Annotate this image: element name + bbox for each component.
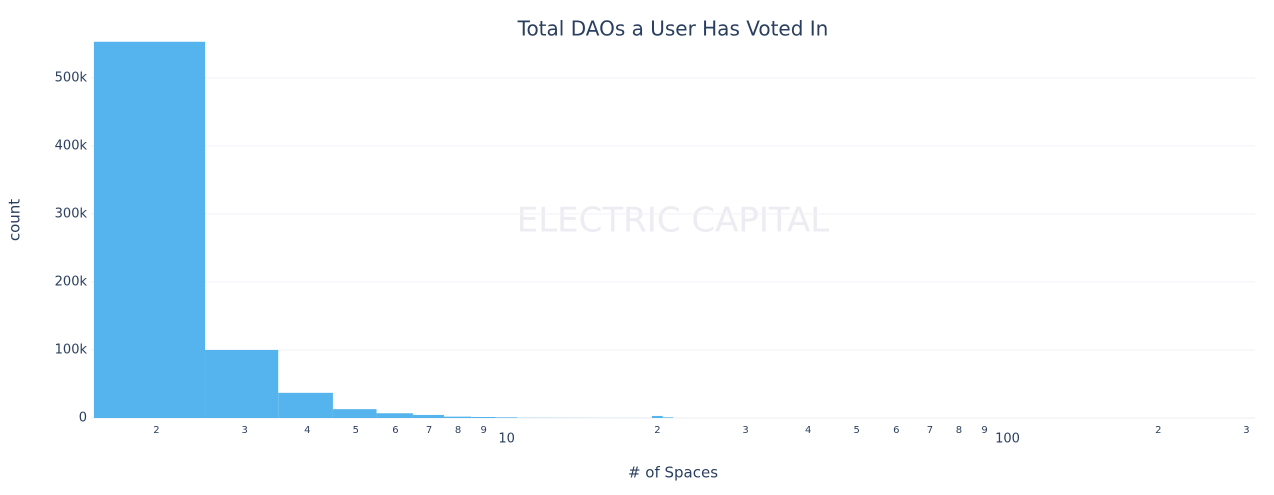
y-tick-label: 400k bbox=[55, 138, 88, 153]
bar bbox=[93, 41, 206, 419]
bar bbox=[651, 415, 663, 418]
bar bbox=[412, 414, 445, 418]
bar bbox=[205, 349, 279, 418]
watermark: ELECTRIC CAPITAL bbox=[517, 201, 830, 241]
bar bbox=[376, 413, 413, 418]
x-tick-label: 5 bbox=[854, 425, 860, 436]
bar bbox=[471, 416, 496, 418]
x-tick-label: 3 bbox=[742, 425, 748, 436]
bar bbox=[444, 416, 472, 418]
y-tick-label: 300k bbox=[55, 206, 88, 221]
bar bbox=[662, 417, 674, 418]
x-tick-label: 2 bbox=[153, 425, 159, 436]
x-tick-label: 100 bbox=[995, 432, 1020, 447]
x-tick-label: 3 bbox=[242, 425, 248, 436]
y-tick-label: 500k bbox=[55, 70, 88, 85]
x-tick-label: 8 bbox=[956, 425, 962, 436]
x-tick-label: 4 bbox=[304, 425, 310, 436]
x-tick-label: 4 bbox=[805, 425, 811, 436]
bar bbox=[495, 417, 518, 418]
x-tick-label: 9 bbox=[981, 425, 987, 436]
chart-title: Total DAOs a User Has Voted In bbox=[517, 17, 829, 41]
y-tick-label: 200k bbox=[55, 274, 88, 289]
x-tick-label: 7 bbox=[927, 425, 933, 436]
bar bbox=[278, 392, 333, 418]
y-tick-label: 100k bbox=[55, 342, 88, 357]
x-tick-label: 5 bbox=[353, 425, 359, 436]
x-tick-label: 10 bbox=[498, 432, 515, 447]
y-tick-label: 0 bbox=[79, 411, 87, 426]
y-axis-title: count bbox=[6, 199, 24, 241]
x-tick-label: 2 bbox=[1155, 425, 1161, 436]
x-tick-label: 6 bbox=[392, 425, 398, 436]
bar bbox=[332, 409, 377, 418]
x-tick-label: 8 bbox=[455, 425, 461, 436]
x-tick-label: 9 bbox=[480, 425, 486, 436]
x-tick-label: 6 bbox=[893, 425, 899, 436]
x-tick-label: 2 bbox=[654, 425, 660, 436]
x-tick-label: 7 bbox=[426, 425, 432, 436]
x-tick-label: 3 bbox=[1243, 425, 1249, 436]
x-axis-title: # of Spaces bbox=[628, 464, 718, 482]
